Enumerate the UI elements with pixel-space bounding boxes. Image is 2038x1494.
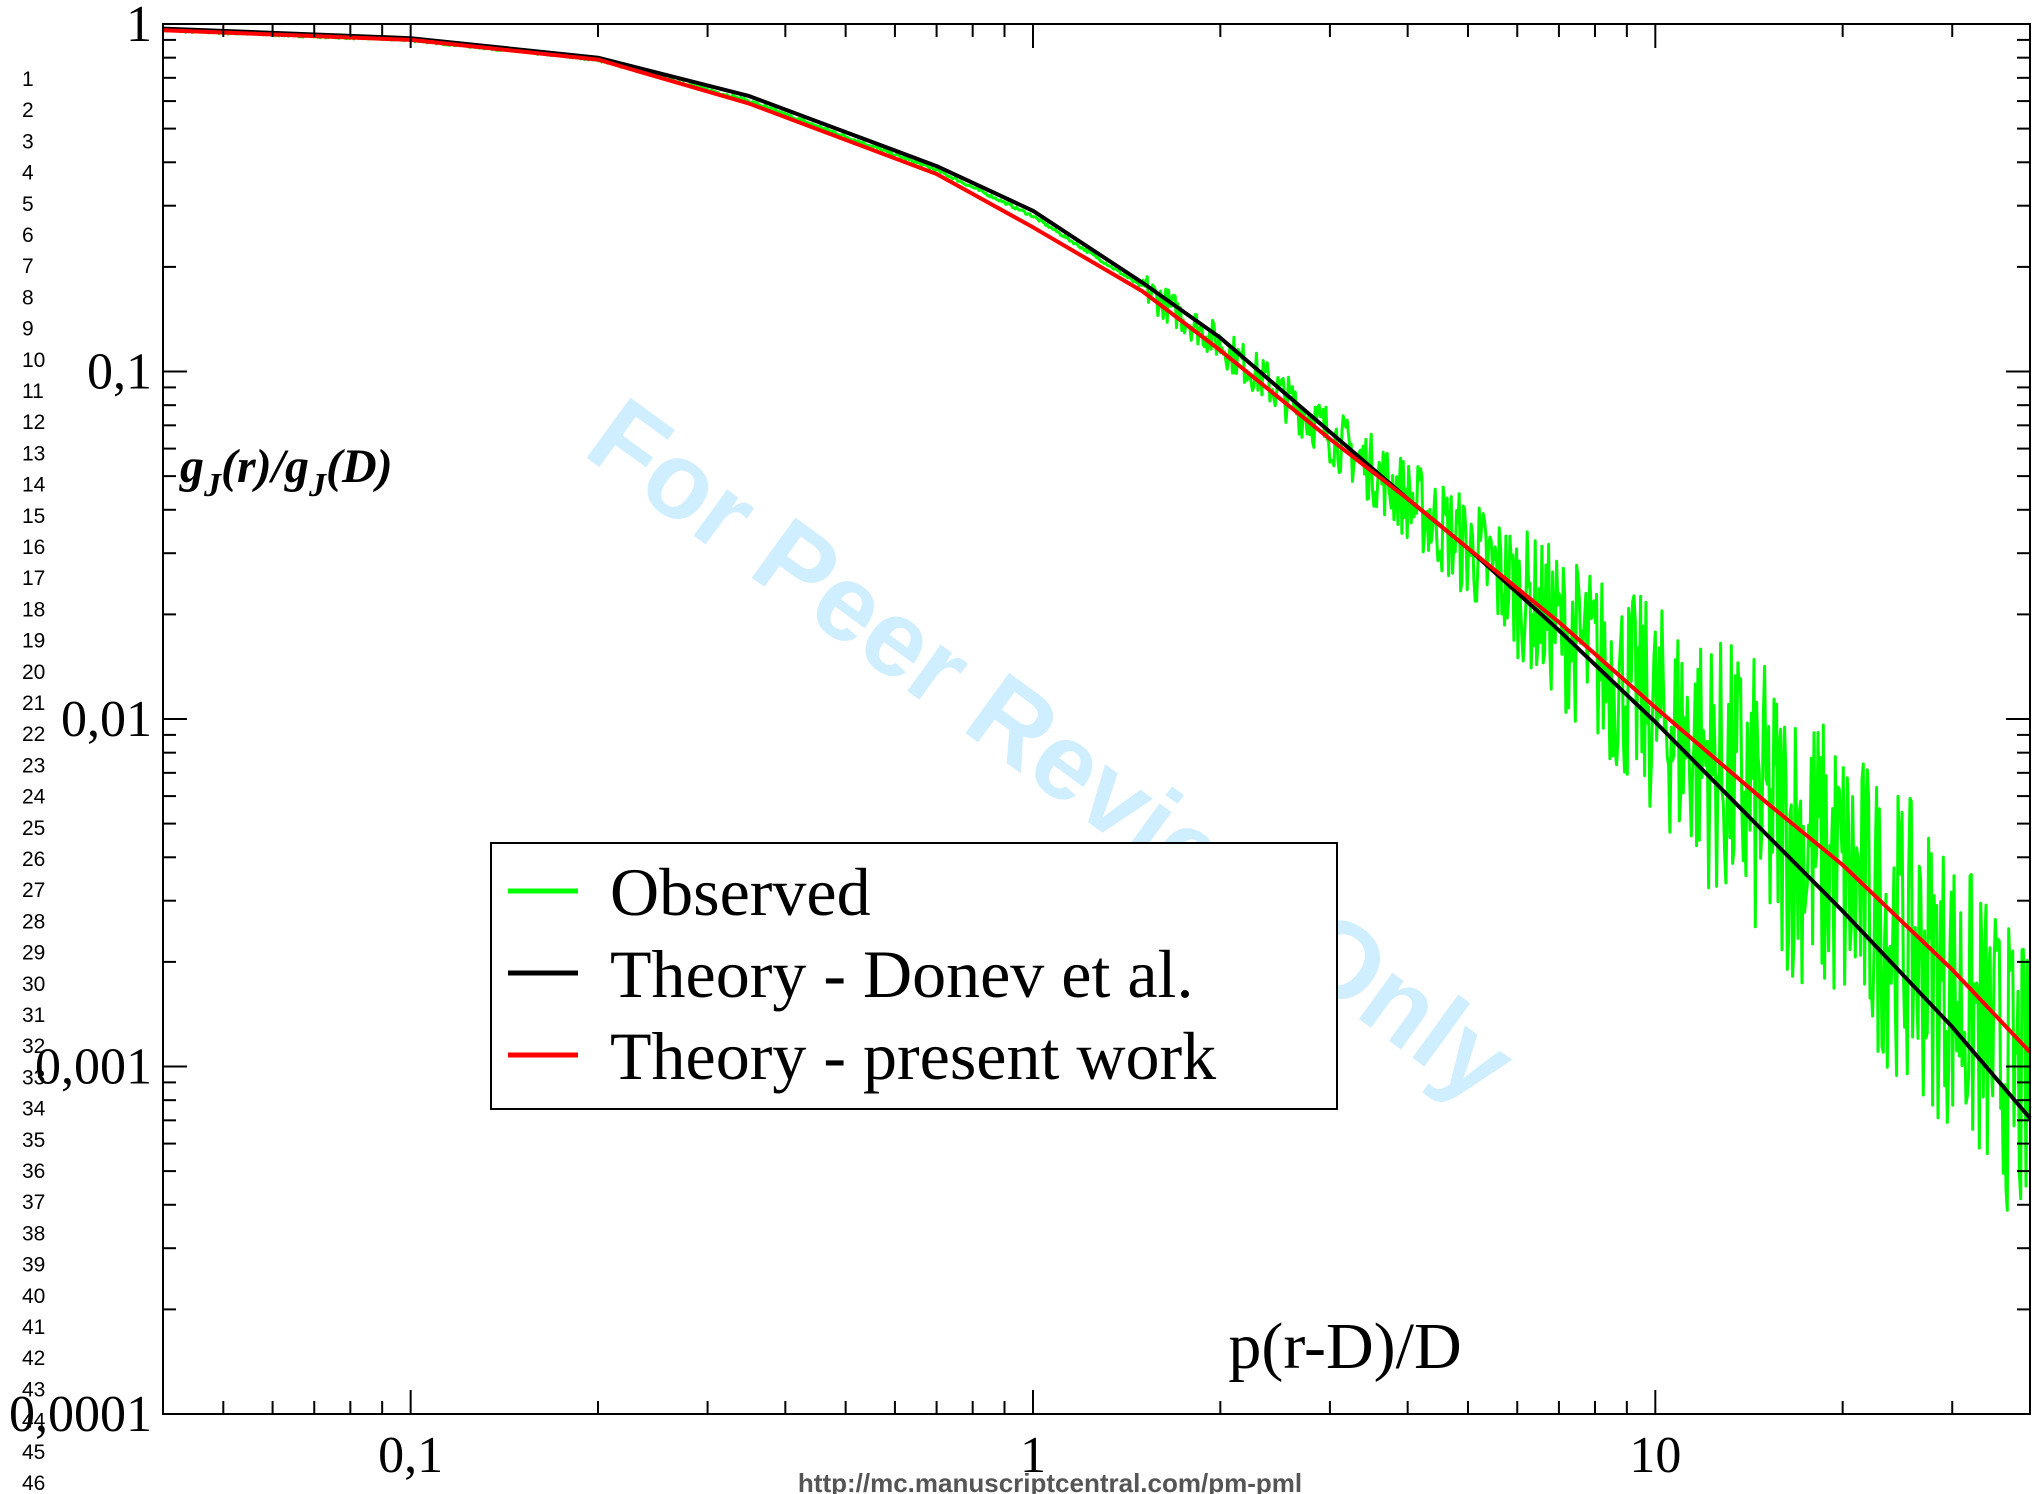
y-tick-label: 0,01 xyxy=(61,691,152,748)
footer-url: http://mc.manuscriptcentral.com/pm-pml xyxy=(798,1468,1302,1494)
line-number: 7 xyxy=(22,255,34,278)
line-number: 11 xyxy=(22,380,44,403)
line-number: 44 xyxy=(22,1410,46,1433)
line-number: 18 xyxy=(22,598,45,621)
line-number: 2 xyxy=(22,99,34,122)
line-number-column: 1234567891011121314151617181920212223242… xyxy=(22,68,46,1494)
line-number: 24 xyxy=(22,786,46,809)
line-number: 13 xyxy=(22,442,45,465)
x-tick-label: 10 xyxy=(1629,1427,1681,1484)
line-number: 19 xyxy=(22,630,45,653)
line-number: 46 xyxy=(22,1472,45,1494)
line-number: 27 xyxy=(22,879,45,902)
line-number: 26 xyxy=(22,848,45,871)
y-tick-label: 0,0001 xyxy=(9,1386,152,1443)
x-tick-label: 1 xyxy=(1020,1427,1046,1484)
line-number: 9 xyxy=(22,318,34,341)
x-axis-label: p(r-D)/D xyxy=(1228,1310,1461,1383)
line-number: 25 xyxy=(22,817,45,840)
series-line-donev xyxy=(162,26,2032,1120)
line-number: 20 xyxy=(22,661,45,684)
line-number: 8 xyxy=(22,286,34,309)
y-tick-label: 1 xyxy=(126,0,152,53)
x-tick-labels: 0,1 1 10 xyxy=(378,1427,1681,1484)
line-number: 34 xyxy=(22,1098,46,1121)
y-tick-label: 0,001 xyxy=(35,1039,152,1096)
line-number: 37 xyxy=(22,1191,45,1214)
line-number: 14 xyxy=(22,474,46,497)
y-label-sub2: J xyxy=(308,467,327,504)
x-tick-label: 0,1 xyxy=(378,1427,443,1484)
line-number: 15 xyxy=(22,505,45,528)
y-label-sub1: J xyxy=(203,467,222,504)
line-number: 31 xyxy=(22,1004,45,1027)
line-number: 5 xyxy=(22,193,34,216)
series-line-present xyxy=(162,28,2032,1054)
legend-label: Observed xyxy=(610,854,871,930)
line-number: 33 xyxy=(22,1066,45,1089)
line-number: 6 xyxy=(22,224,34,247)
line-number: 45 xyxy=(22,1441,45,1464)
y-tick-label: 0,1 xyxy=(87,344,152,401)
legend-label: Theory - present work xyxy=(610,1018,1216,1094)
line-number: 38 xyxy=(22,1222,45,1245)
line-number: 32 xyxy=(22,1035,45,1058)
line-number: 12 xyxy=(22,411,45,434)
line-number: 36 xyxy=(22,1160,45,1183)
line-number: 28 xyxy=(22,910,45,933)
y-tick-labels: 1 0,1 0,01 0,001 0,0001 xyxy=(9,0,152,1443)
line-number: 41 xyxy=(22,1316,45,1339)
line-number: 10 xyxy=(22,349,45,372)
legend-label: Theory - Donev et al. xyxy=(610,936,1193,1012)
y-label-end: (D) xyxy=(326,440,393,493)
line-number: 39 xyxy=(22,1254,45,1277)
line-number: 42 xyxy=(22,1347,45,1370)
line-number: 35 xyxy=(22,1129,45,1152)
y-label-g1: g xyxy=(179,440,204,493)
line-number: 3 xyxy=(22,130,34,153)
y-axis-label: gJ(r)/gJ(D) xyxy=(179,440,393,504)
line-number: 40 xyxy=(22,1285,45,1308)
series-layer xyxy=(161,26,2032,1212)
line-number: 29 xyxy=(22,942,45,965)
legend-box xyxy=(490,842,1338,1110)
line-number: 16 xyxy=(22,536,45,559)
line-number: 23 xyxy=(22,754,45,777)
line-number: 21 xyxy=(22,692,45,715)
line-number: 4 xyxy=(22,162,34,185)
y-label-mid: (r)/g xyxy=(221,440,309,493)
line-number: 1 xyxy=(22,68,34,91)
line-number: 22 xyxy=(22,723,45,746)
line-number: 30 xyxy=(22,973,45,996)
line-number: 17 xyxy=(22,567,45,590)
line-number: 43 xyxy=(22,1378,45,1401)
plot-frame xyxy=(162,23,2031,1415)
